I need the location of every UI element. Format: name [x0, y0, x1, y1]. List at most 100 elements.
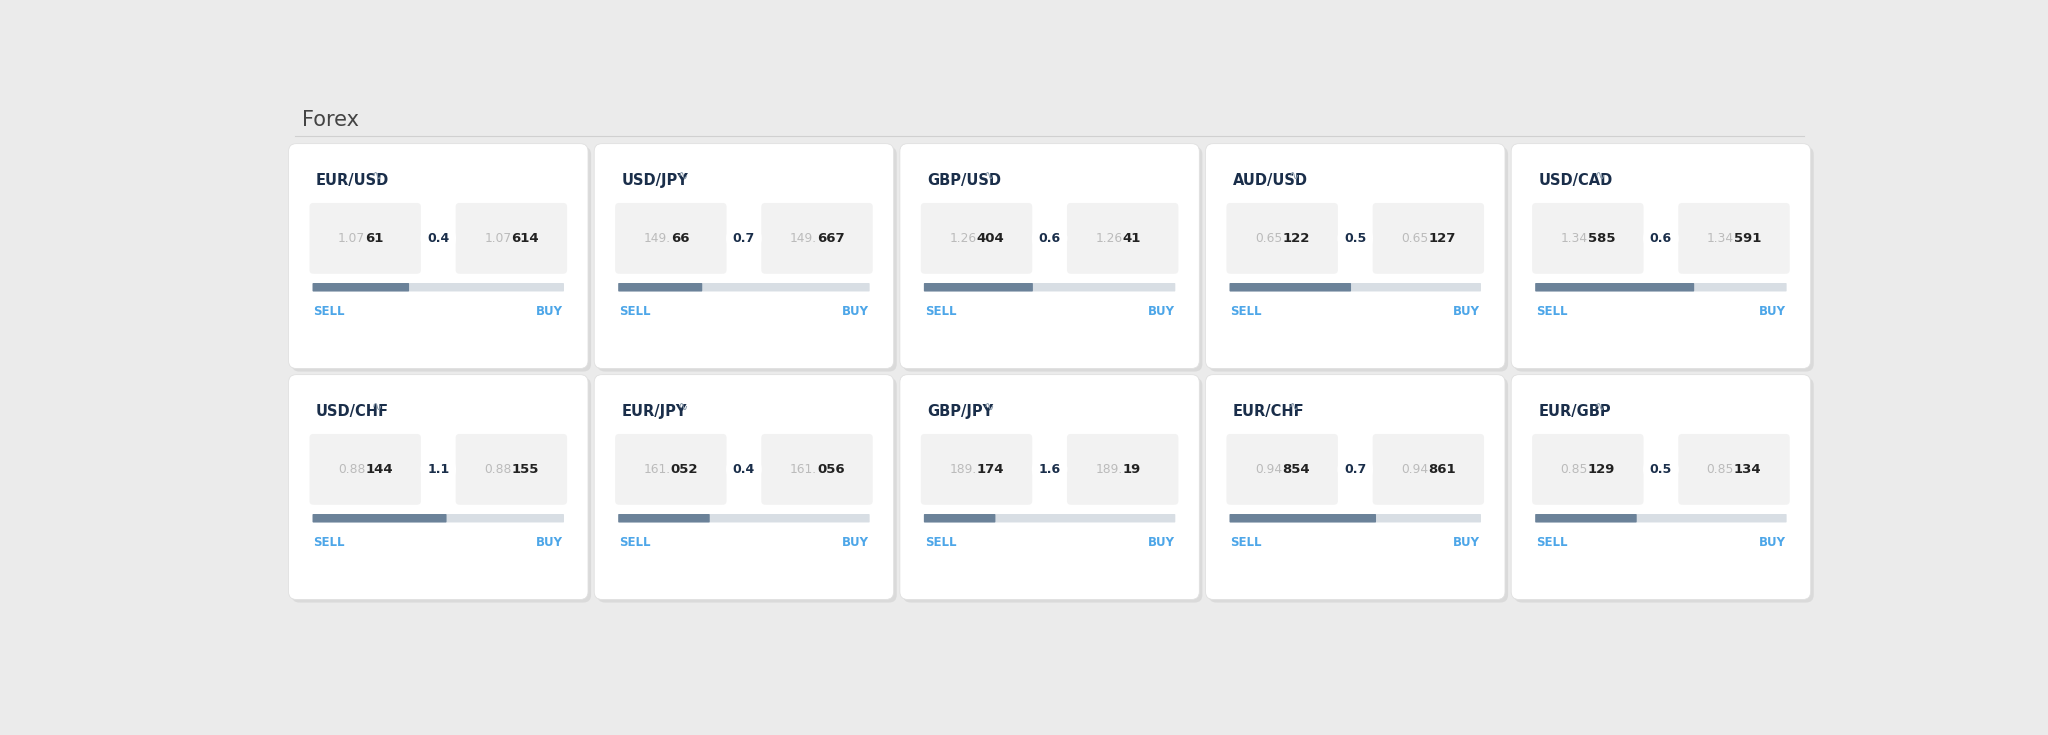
FancyBboxPatch shape	[1536, 514, 1636, 523]
Text: ∿: ∿	[678, 170, 688, 183]
FancyBboxPatch shape	[903, 378, 1202, 603]
Text: GBP/JPY: GBP/JPY	[928, 404, 993, 419]
Text: EUR/CHF: EUR/CHF	[1233, 404, 1305, 419]
Text: USD/JPY: USD/JPY	[621, 173, 688, 188]
Text: 127: 127	[1427, 232, 1456, 245]
Text: 056: 056	[817, 463, 844, 476]
Text: 149.: 149.	[643, 232, 672, 245]
FancyBboxPatch shape	[1229, 514, 1481, 523]
FancyBboxPatch shape	[762, 434, 872, 505]
FancyBboxPatch shape	[313, 283, 410, 292]
FancyBboxPatch shape	[313, 514, 563, 523]
Text: SELL: SELL	[313, 304, 344, 318]
FancyBboxPatch shape	[1677, 203, 1790, 273]
Text: ∿: ∿	[678, 401, 688, 414]
Text: SELL: SELL	[1231, 304, 1262, 318]
Circle shape	[1645, 453, 1677, 487]
Text: ∿: ∿	[983, 170, 993, 183]
FancyBboxPatch shape	[455, 434, 567, 505]
Text: 0.88: 0.88	[483, 463, 512, 476]
Text: 129: 129	[1587, 463, 1616, 476]
FancyBboxPatch shape	[1532, 203, 1645, 273]
Text: 41: 41	[1122, 232, 1141, 245]
FancyBboxPatch shape	[1067, 203, 1178, 273]
Circle shape	[727, 221, 762, 255]
Circle shape	[1337, 453, 1372, 487]
FancyBboxPatch shape	[1206, 143, 1505, 368]
Text: 0.6: 0.6	[1038, 232, 1061, 245]
Text: SELL: SELL	[924, 304, 956, 318]
FancyBboxPatch shape	[313, 514, 446, 523]
FancyBboxPatch shape	[1067, 434, 1178, 505]
Text: 1.07: 1.07	[483, 232, 512, 245]
Text: 0.7: 0.7	[1343, 463, 1366, 476]
Circle shape	[1032, 221, 1067, 255]
Text: ∿: ∿	[1595, 401, 1606, 414]
FancyBboxPatch shape	[924, 514, 995, 523]
Circle shape	[422, 221, 455, 255]
Text: 0.4: 0.4	[428, 232, 449, 245]
Text: ∿: ∿	[1288, 170, 1300, 183]
FancyBboxPatch shape	[1513, 378, 1815, 603]
FancyBboxPatch shape	[899, 143, 1200, 368]
FancyBboxPatch shape	[1536, 283, 1694, 292]
FancyBboxPatch shape	[1229, 514, 1376, 523]
FancyBboxPatch shape	[922, 434, 1032, 505]
FancyBboxPatch shape	[598, 378, 897, 603]
Text: 189.: 189.	[1096, 463, 1122, 476]
Text: 0.85: 0.85	[1561, 463, 1587, 476]
Text: 0.94: 0.94	[1255, 463, 1282, 476]
FancyBboxPatch shape	[1513, 147, 1815, 372]
FancyBboxPatch shape	[1677, 434, 1790, 505]
Text: 0.65: 0.65	[1401, 232, 1427, 245]
Circle shape	[422, 453, 455, 487]
FancyBboxPatch shape	[1208, 378, 1507, 603]
Text: BUY: BUY	[842, 536, 868, 548]
FancyBboxPatch shape	[762, 203, 872, 273]
FancyBboxPatch shape	[289, 143, 588, 368]
FancyBboxPatch shape	[291, 378, 592, 603]
Text: SELL: SELL	[924, 536, 956, 548]
Text: BUY: BUY	[842, 304, 868, 318]
FancyBboxPatch shape	[1227, 434, 1337, 505]
Text: 134: 134	[1735, 463, 1761, 476]
Text: 161.: 161.	[643, 463, 672, 476]
FancyBboxPatch shape	[618, 514, 870, 523]
Circle shape	[1032, 453, 1067, 487]
Text: 155: 155	[512, 463, 539, 476]
Text: 1.34: 1.34	[1561, 232, 1587, 245]
Text: USD/CHF: USD/CHF	[315, 404, 389, 419]
FancyBboxPatch shape	[618, 283, 870, 292]
Text: 614: 614	[512, 232, 539, 245]
Text: BUY: BUY	[1454, 304, 1481, 318]
Text: ∿: ∿	[373, 401, 383, 414]
FancyBboxPatch shape	[614, 434, 727, 505]
Text: SELL: SELL	[1536, 304, 1567, 318]
Text: AUD/USD: AUD/USD	[1233, 173, 1309, 188]
FancyBboxPatch shape	[1229, 283, 1352, 292]
FancyBboxPatch shape	[922, 203, 1032, 273]
Text: USD/CAD: USD/CAD	[1538, 173, 1612, 188]
FancyBboxPatch shape	[614, 203, 727, 273]
Text: 0.5: 0.5	[1651, 463, 1671, 476]
Text: BUY: BUY	[1454, 536, 1481, 548]
FancyBboxPatch shape	[899, 375, 1200, 600]
Text: 1.26: 1.26	[1096, 232, 1122, 245]
Text: 61: 61	[365, 232, 383, 245]
Text: 1.34: 1.34	[1706, 232, 1735, 245]
FancyBboxPatch shape	[1532, 434, 1645, 505]
FancyBboxPatch shape	[1536, 283, 1786, 292]
Text: EUR/JPY: EUR/JPY	[621, 404, 686, 419]
Text: 122: 122	[1282, 232, 1309, 245]
Text: BUY: BUY	[537, 304, 563, 318]
Text: SELL: SELL	[618, 304, 651, 318]
FancyBboxPatch shape	[309, 203, 422, 273]
Text: ∿: ∿	[983, 401, 993, 414]
FancyBboxPatch shape	[924, 283, 1032, 292]
Text: EUR/GBP: EUR/GBP	[1538, 404, 1612, 419]
Text: EUR/USD: EUR/USD	[315, 173, 389, 188]
Text: 854: 854	[1282, 463, 1311, 476]
Text: 174: 174	[977, 463, 1004, 476]
Text: 052: 052	[672, 463, 698, 476]
Text: 149.: 149.	[791, 232, 817, 245]
